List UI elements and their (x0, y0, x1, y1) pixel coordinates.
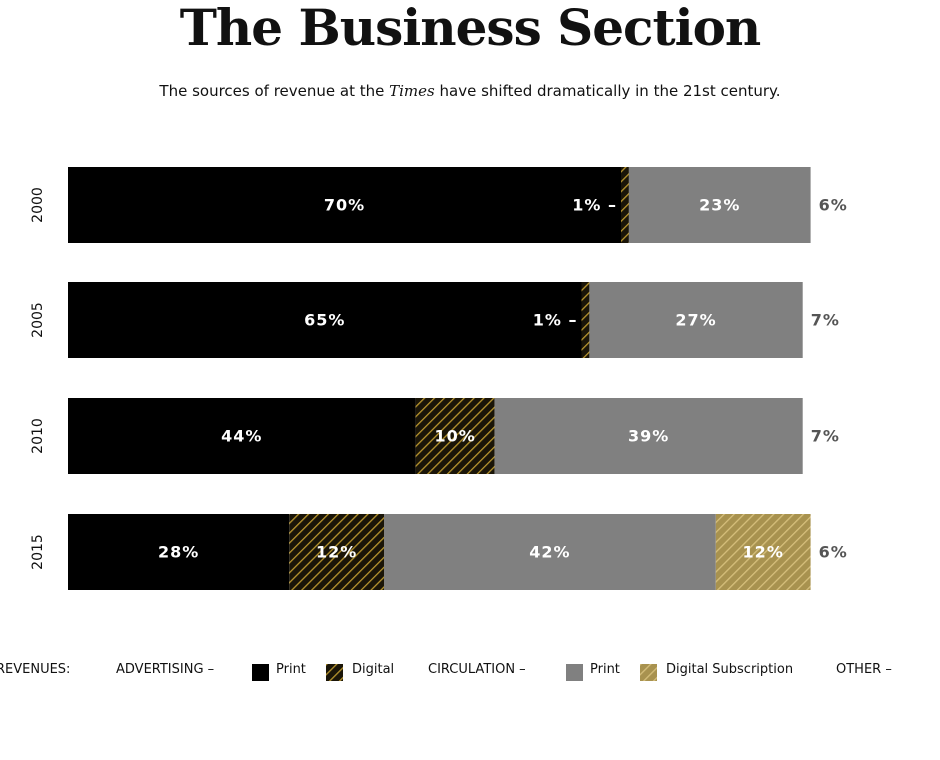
value-label-2015-circulation-digital-subscription: 12% (743, 543, 784, 562)
subtitle-text-start: The sources of revenue at the (159, 82, 390, 100)
year-label-2010: 2010 (30, 418, 46, 454)
value-label-2015-advertising-print: 28% (158, 543, 199, 562)
value-label-2010-circulation-print: 39% (628, 427, 669, 446)
legend-other: OTHER – (836, 662, 892, 677)
bar-2010-advertising-digital (415, 398, 495, 474)
bar-2000-advertising-print (68, 167, 621, 243)
value-label-2005-advertising-print: 65% (304, 311, 345, 330)
value-label-2000-circulation-print: 23% (699, 196, 740, 215)
bar-2010-advertising-print (68, 398, 416, 474)
legend-circulation: CIRCULATION – (428, 662, 526, 677)
year-label-2005: 2005 (30, 302, 46, 338)
bar-2000-advertising-digital (621, 167, 629, 243)
value-label-2010-other: 7% (811, 427, 840, 446)
bars-group: 2000 70% 1% – 23% 6% 2005 65% 1% – 27% 7% 2010 44% 1… (30, 167, 848, 590)
legend-swatch-circ-print (566, 664, 583, 681)
bar-2015-advertising-print (68, 514, 290, 590)
value-label-2005-other: 7% (811, 311, 840, 330)
value-label-2005-advertising-digital: 1% – (533, 311, 578, 330)
subtitle-text-end: have shifted dramatically in the 21st ce… (434, 82, 781, 100)
bar-2015-circulation-digital-subscription (715, 514, 811, 590)
legend-revenues: REVENUES: (0, 662, 71, 677)
bar-2005-advertising-digital (581, 282, 590, 358)
value-label-2010-advertising-digital: 10% (434, 427, 475, 446)
chart-subtitle: The sources of revenue at the Times have… (0, 82, 940, 100)
value-label-2000-other: 6% (819, 196, 848, 215)
bar-2005-circulation-print (589, 282, 803, 358)
legend-circ-digital: Digital Subscription (666, 662, 794, 677)
value-label-2010-advertising-print: 44% (221, 427, 262, 446)
value-label-2015-advertising-digital: 12% (316, 543, 357, 562)
legend-swatch-circ-digital (640, 664, 657, 681)
revenue-chart: 2000 70% 1% – 23% 6% 2005 65% 1% – 27% 7% 2010 44% 1… (30, 167, 848, 590)
bar-2010-circulation-print (494, 398, 803, 474)
year-label-2000: 2000 (30, 187, 46, 223)
bar-2000-circulation-print (628, 167, 811, 243)
legend: REVENUES: ADVERTISING – Print Digital CI… (0, 660, 940, 684)
value-label-2015-other: 6% (819, 543, 848, 562)
legend-swatch-adv-digital (326, 664, 343, 681)
legend-adv-print: Print (276, 662, 306, 677)
chart-title: The Business Section (179, 0, 762, 57)
value-label-2005-circulation-print: 27% (675, 311, 716, 330)
legend-advertising: ADVERTISING – (116, 662, 215, 677)
bar-2005-advertising-print (68, 282, 582, 358)
bar-2015-circulation-print (384, 514, 716, 590)
legend-circ-print: Print (590, 662, 620, 677)
value-label-2000-advertising-digital: 1% – (572, 196, 617, 215)
legend-swatch-adv-print (252, 664, 269, 681)
legend-adv-digital: Digital (352, 662, 395, 677)
value-label-2000-advertising-print: 70% (324, 196, 365, 215)
year-label-2015: 2015 (30, 534, 46, 570)
value-label-2015-circulation-print: 42% (529, 543, 570, 562)
bar-2015-advertising-digital (289, 514, 384, 590)
subtitle-times: Times (389, 82, 435, 100)
